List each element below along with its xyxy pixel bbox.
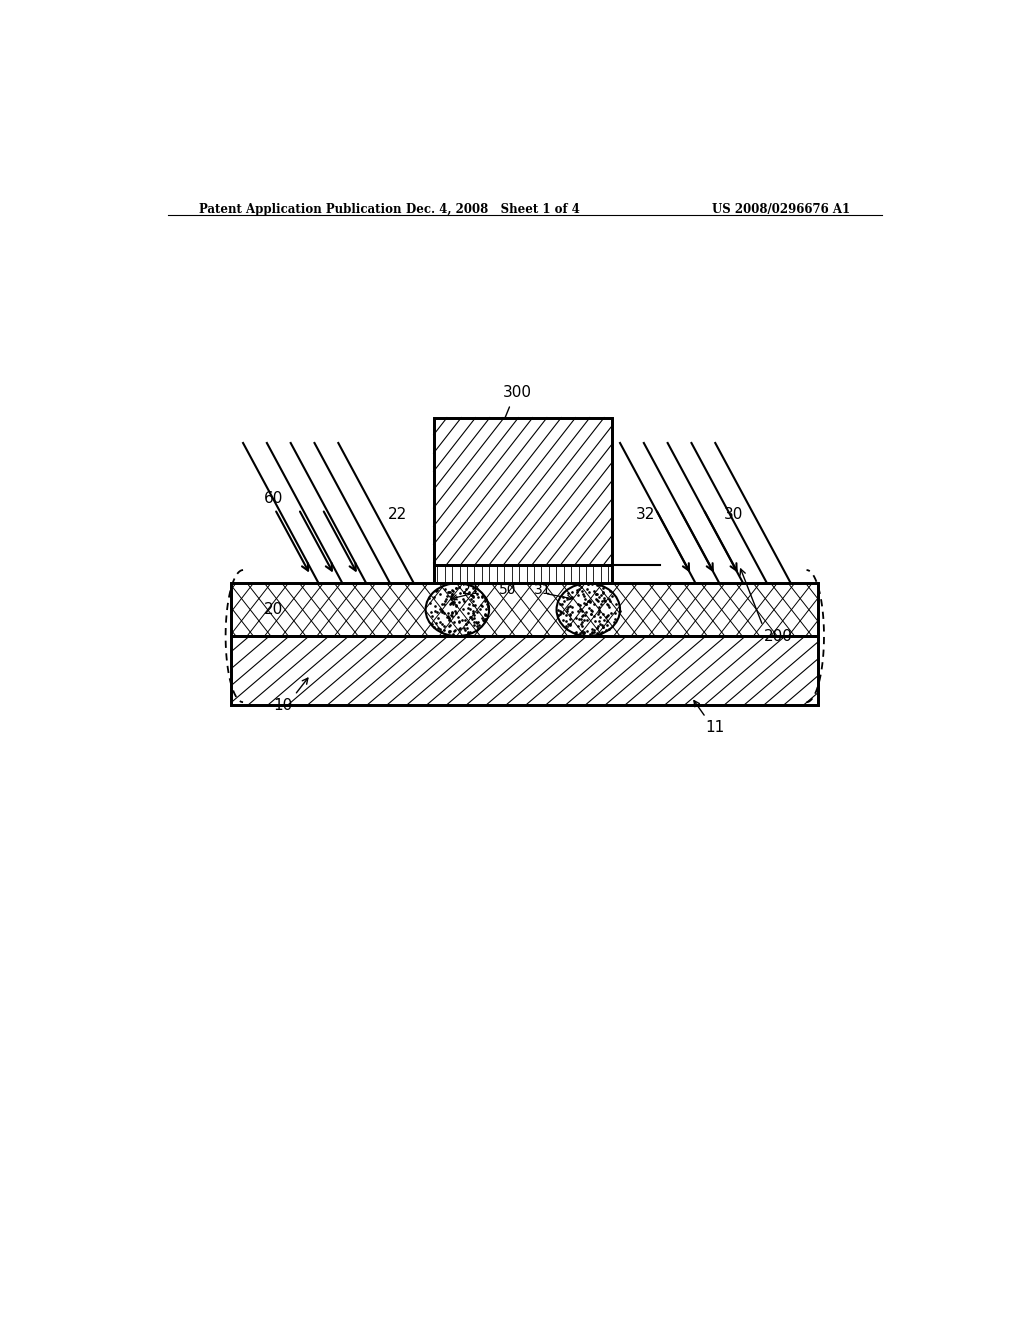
Text: 31: 31: [535, 583, 552, 598]
Text: 21: 21: [462, 583, 479, 598]
Bar: [231, 583, 818, 636]
Text: 32: 32: [636, 507, 655, 521]
Bar: [231, 583, 818, 636]
Text: FIG. 1: FIG. 1: [490, 524, 559, 544]
Bar: [433, 417, 612, 565]
Text: 10: 10: [273, 698, 293, 713]
Text: US 2008/0296676 A1: US 2008/0296676 A1: [712, 203, 850, 216]
Text: 300: 300: [503, 384, 531, 400]
Bar: [433, 565, 612, 583]
Bar: [433, 417, 612, 565]
Text: 200: 200: [764, 628, 794, 644]
Text: 40: 40: [515, 507, 535, 521]
Text: 22: 22: [388, 507, 408, 521]
Text: Dec. 4, 2008   Sheet 1 of 4: Dec. 4, 2008 Sheet 1 of 4: [407, 203, 580, 216]
Bar: [231, 636, 818, 705]
Bar: [433, 565, 612, 583]
Text: 30: 30: [724, 507, 743, 521]
Text: 50: 50: [500, 583, 517, 598]
Text: Patent Application Publication: Patent Application Publication: [200, 203, 402, 216]
Bar: [231, 636, 818, 705]
Text: 20: 20: [263, 602, 283, 618]
Text: PRIOR ART: PRIOR ART: [466, 428, 584, 447]
Text: 11: 11: [706, 721, 725, 735]
Text: 60: 60: [263, 491, 283, 507]
